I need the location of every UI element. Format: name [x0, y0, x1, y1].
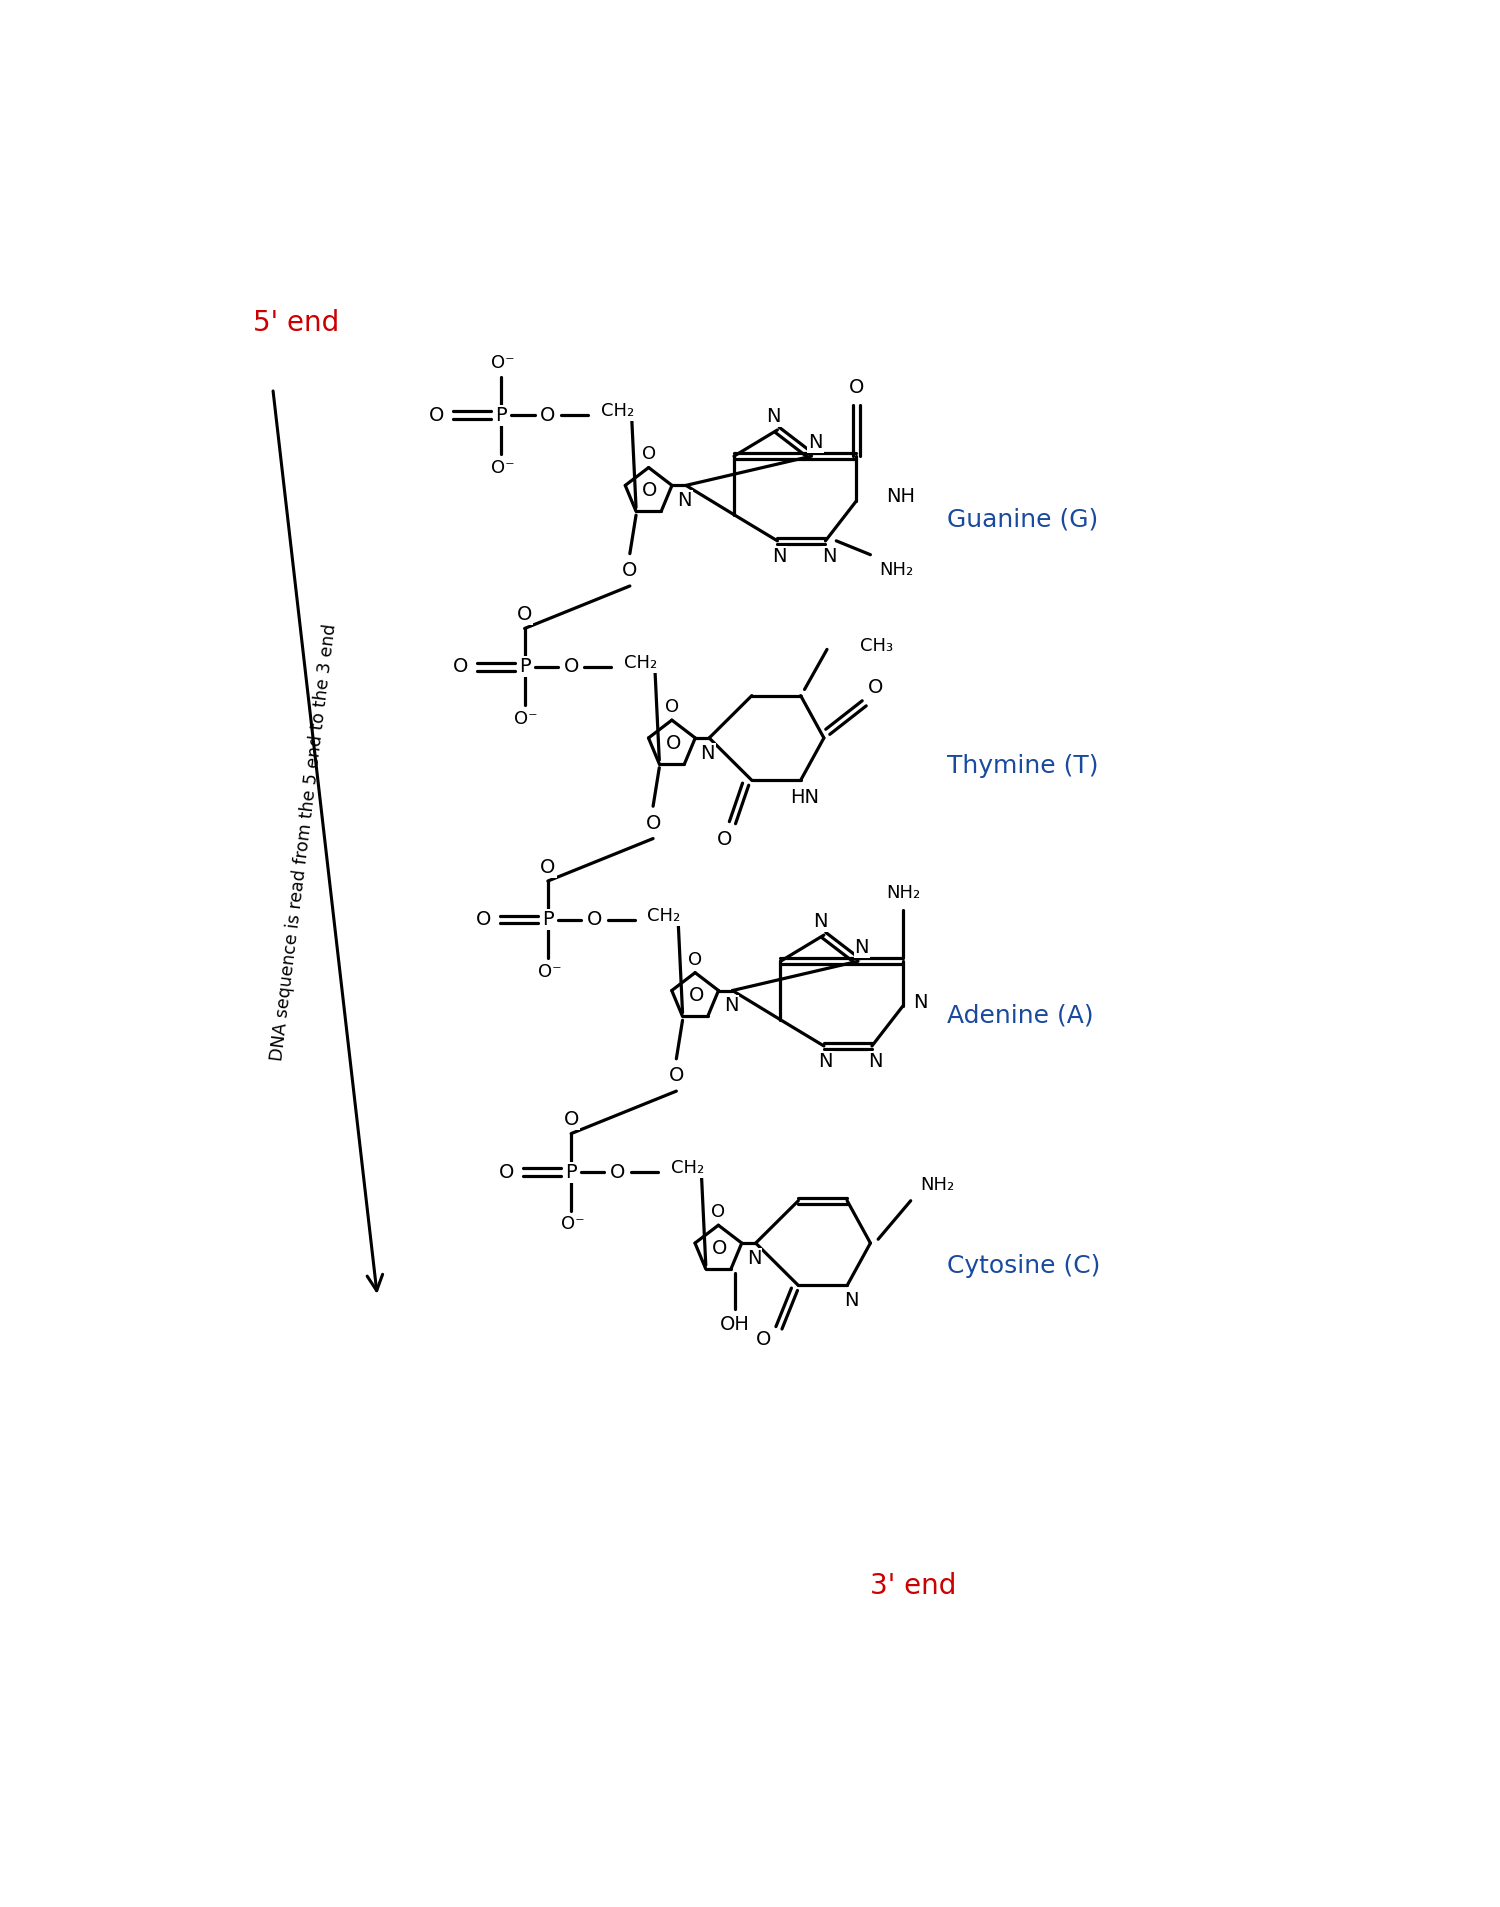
Text: O: O [645, 814, 662, 833]
Text: O: O [756, 1329, 771, 1348]
Text: O: O [868, 679, 883, 698]
Text: N: N [747, 1249, 762, 1268]
Text: O: O [666, 734, 681, 753]
Text: O⁻: O⁻ [490, 458, 514, 477]
Text: O: O [518, 605, 532, 624]
Text: O: O [622, 561, 638, 580]
Text: P: P [566, 1163, 578, 1182]
Text: N: N [766, 406, 782, 425]
Text: O: O [564, 658, 579, 677]
Text: N: N [723, 997, 738, 1015]
Text: O: O [540, 406, 555, 425]
Text: NH₂: NH₂ [886, 883, 920, 902]
Text: O: O [711, 1203, 726, 1220]
Text: CH₂: CH₂ [624, 654, 657, 671]
Text: OH: OH [720, 1316, 750, 1333]
Text: N: N [813, 912, 828, 931]
Text: P: P [519, 658, 531, 677]
Text: O: O [669, 1066, 684, 1085]
Text: N: N [822, 547, 837, 566]
Text: O: O [664, 698, 680, 715]
Text: P: P [542, 910, 554, 929]
Text: O: O [717, 830, 732, 849]
Text: O: O [476, 910, 490, 929]
Text: OH: OH [720, 1316, 750, 1333]
Text: Adenine (A): Adenine (A) [946, 1003, 1094, 1028]
Text: P: P [495, 406, 507, 425]
Text: N: N [855, 938, 868, 957]
Text: N: N [676, 492, 692, 511]
Text: O: O [642, 446, 656, 463]
Text: O: O [688, 986, 703, 1005]
Text: NH: NH [886, 488, 915, 507]
Text: O⁻: O⁻ [490, 355, 514, 372]
Text: Thymine (T): Thymine (T) [946, 753, 1098, 778]
Text: O: O [586, 910, 602, 929]
Text: O: O [453, 658, 468, 677]
Text: O: O [712, 1240, 728, 1259]
Text: NH₂: NH₂ [879, 561, 914, 580]
Text: 5' end: 5' end [254, 309, 339, 338]
Text: N: N [912, 992, 927, 1011]
Text: O: O [610, 1163, 626, 1182]
Text: O: O [429, 406, 444, 425]
Text: CH₂: CH₂ [648, 906, 681, 925]
Text: N: N [808, 433, 822, 452]
Text: N: N [771, 547, 786, 566]
Text: O⁻: O⁻ [537, 963, 561, 980]
Text: NH₂: NH₂ [920, 1177, 954, 1194]
Text: Cytosine (C): Cytosine (C) [946, 1255, 1101, 1278]
Text: O⁻: O⁻ [514, 709, 538, 728]
Text: N: N [818, 1053, 833, 1072]
Text: CH₃: CH₃ [859, 637, 892, 654]
Text: CH₂: CH₂ [602, 402, 634, 420]
Text: O: O [540, 858, 555, 877]
Text: N: N [700, 744, 715, 763]
Text: N: N [844, 1291, 858, 1310]
Text: O: O [564, 1110, 579, 1129]
Text: O⁻: O⁻ [561, 1215, 585, 1234]
Text: O: O [849, 378, 864, 397]
Text: 3' end: 3' end [870, 1571, 956, 1600]
Text: Guanine (G): Guanine (G) [946, 507, 1098, 532]
Text: O: O [500, 1163, 514, 1182]
Text: O: O [688, 950, 702, 969]
Text: O: O [642, 481, 657, 500]
Text: N: N [868, 1053, 883, 1072]
Text: DNA sequence is read from the 5 end to the 3 end: DNA sequence is read from the 5 end to t… [268, 624, 339, 1062]
Text: HN: HN [790, 788, 819, 807]
Text: CH₂: CH₂ [670, 1159, 704, 1177]
